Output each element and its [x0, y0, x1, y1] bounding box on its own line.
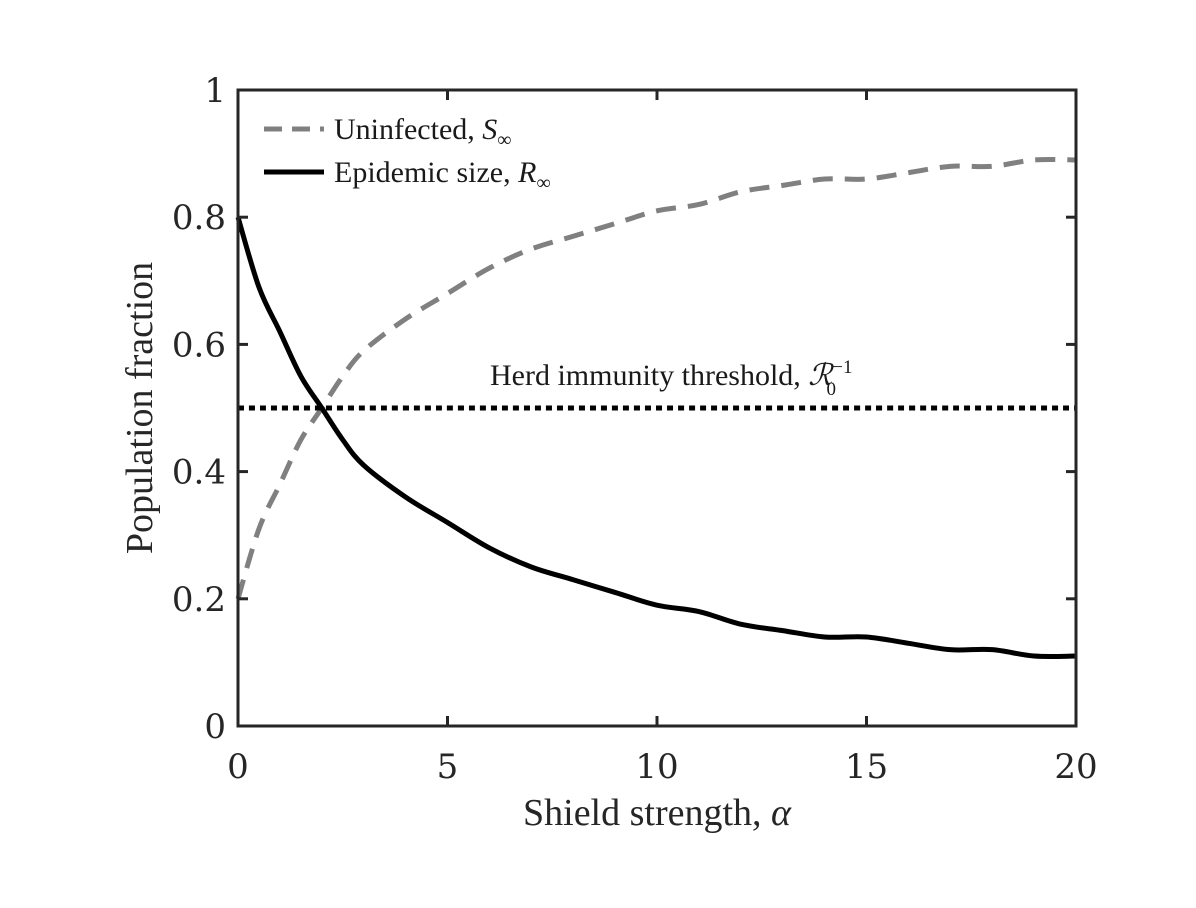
y-tick-label: 1	[204, 71, 226, 111]
y-tick-label: 0.6	[172, 325, 226, 365]
annotation-herd-immunity: Herd immunity threshold, ℛ−1 0	[490, 357, 852, 400]
legend-label-epidemic-size: Epidemic size, R∞	[334, 156, 551, 194]
x-tick-label: 20	[1054, 747, 1097, 787]
axes-box	[236, 88, 1078, 728]
y-tick-label: 0.8	[172, 198, 226, 238]
legend-label-uninfected: Uninfected, S∞	[334, 113, 512, 151]
y-tick-label: 0.2	[172, 580, 226, 620]
labels-layer: 0 5 10 15 20 0 0.2 0.4 0.6 0.8 1	[172, 71, 1098, 787]
x-tick-label: 0	[227, 747, 249, 787]
x-axis-label: Shield strength, α	[523, 792, 792, 834]
y-tick-label: 0.4	[172, 453, 226, 493]
series-line-epidemic-size	[235, 216, 1077, 660]
series-layer	[235, 156, 1077, 660]
x-tick-label: 5	[437, 747, 459, 787]
y-tick-label: 0	[204, 707, 226, 747]
x-tick-label: 15	[845, 747, 888, 787]
series-line-uninfected	[235, 156, 1077, 600]
y-axis-label: Population fraction	[119, 262, 161, 554]
x-tick-label: 10	[635, 747, 678, 787]
legend: Uninfected, S∞ Epidemic size, R∞	[264, 113, 551, 194]
